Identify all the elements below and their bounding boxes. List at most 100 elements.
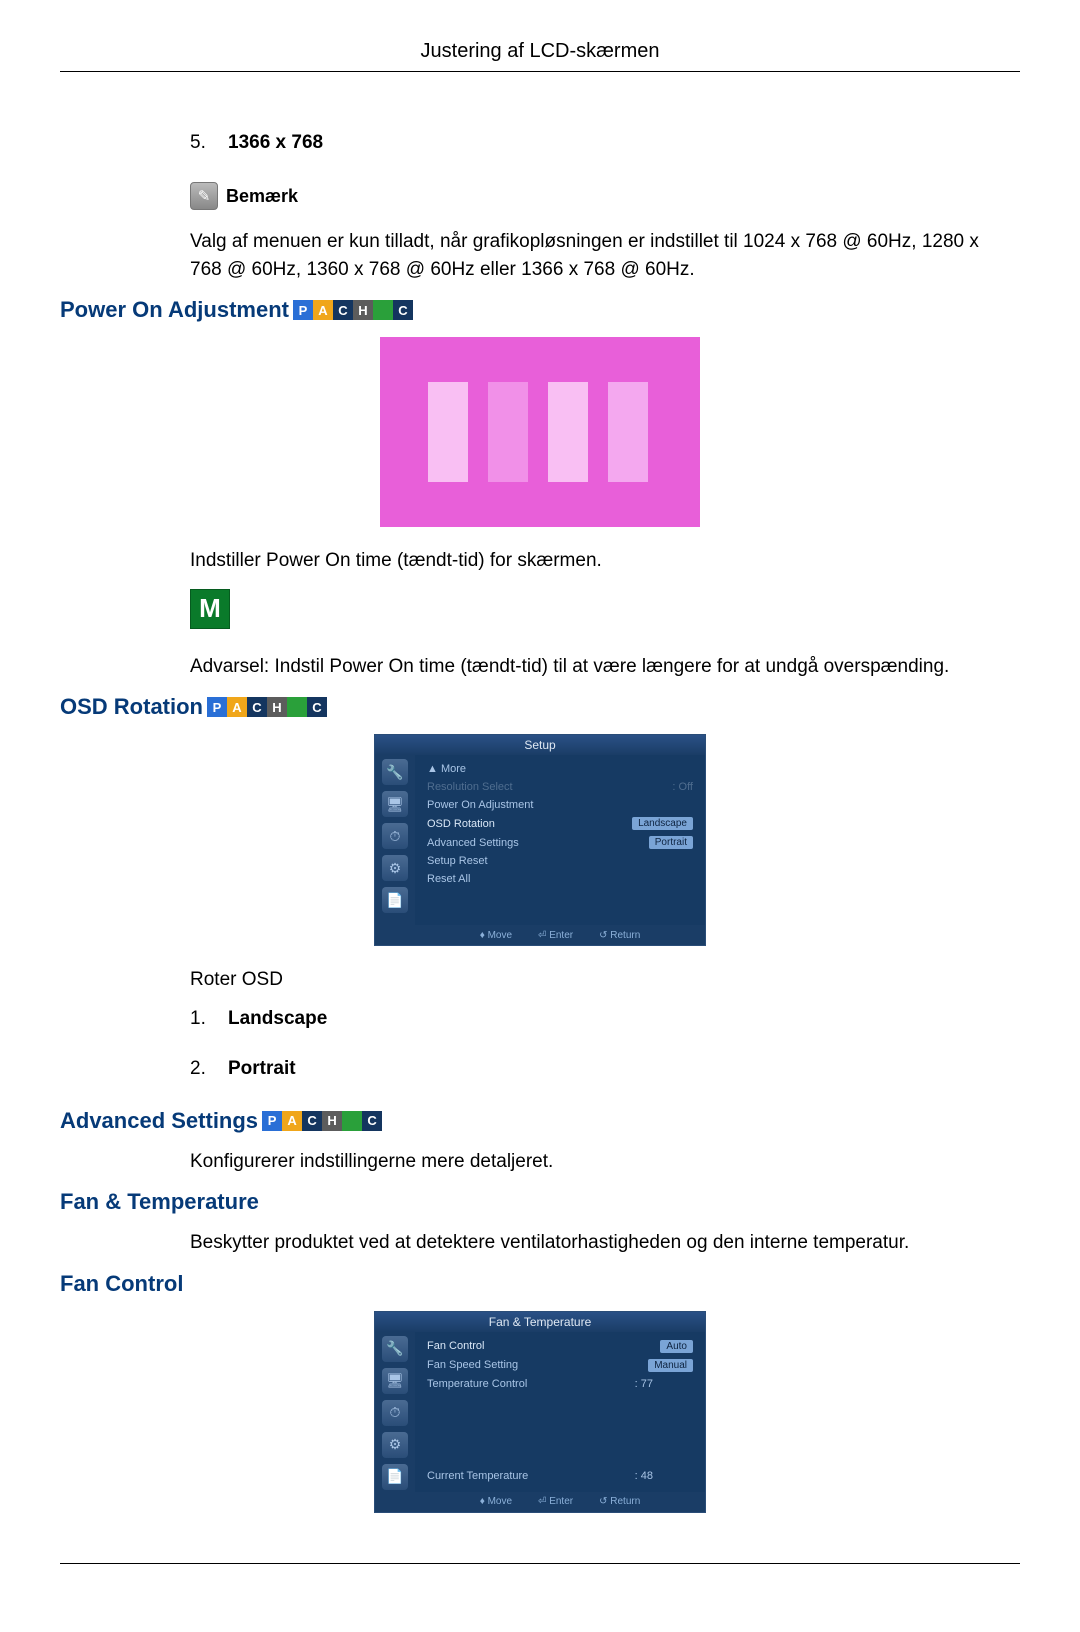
osd-row-label: Reset All bbox=[427, 873, 470, 885]
osd-row-label: Power On Adjustment bbox=[427, 799, 533, 811]
list-number: 1. bbox=[190, 1008, 210, 1030]
preview-bar bbox=[488, 382, 528, 482]
footer-rule bbox=[60, 1563, 1020, 1564]
preview-bar bbox=[548, 382, 588, 482]
osd-sidebar: 🔧🖥⏱⚙📄 bbox=[375, 1312, 415, 1512]
osd-footer: ♦ Move⏎ Enter↺ Return bbox=[415, 1492, 705, 1512]
osd-row-label: Fan Speed Setting bbox=[427, 1359, 518, 1371]
osd-sidebar-icon: 📄 bbox=[382, 887, 408, 913]
heading-text: OSD Rotation bbox=[60, 694, 203, 720]
mode-badge: P bbox=[207, 697, 227, 717]
osd-row-label: Resolution Select bbox=[427, 781, 513, 793]
list-number: 2. bbox=[190, 1058, 210, 1080]
list-number: 5. bbox=[190, 132, 210, 154]
heading-osd-rotation: OSD Rotation PACHC bbox=[60, 694, 1020, 720]
mode-badge: A bbox=[282, 1111, 302, 1131]
value: : 48 bbox=[635, 1470, 653, 1482]
osd-menu-row: OSD Rotation Landscape bbox=[427, 817, 693, 830]
heading-fan-temperature: Fan & Temperature bbox=[60, 1189, 1020, 1215]
preview-bar bbox=[608, 382, 648, 482]
list-label: Portrait bbox=[228, 1058, 296, 1080]
note-icon: ✎ bbox=[190, 182, 218, 210]
osd-row-label: Temperature Control bbox=[427, 1378, 527, 1390]
osd-row-badge: Auto bbox=[660, 1340, 693, 1353]
page-header: Justering af LCD-skærmen bbox=[60, 40, 1020, 72]
osd-sidebar: 🔧🖥⏱⚙📄 bbox=[375, 735, 415, 945]
power-on-preview bbox=[380, 337, 700, 527]
osd-menu-row: Reset All bbox=[427, 873, 693, 885]
osd-row-value: : Off bbox=[672, 781, 693, 793]
osd-row-label: ▲ More bbox=[427, 763, 466, 775]
osd-sidebar-icon: ⏱ bbox=[382, 1400, 408, 1426]
osd-footer-item: ♦ Move bbox=[480, 930, 512, 941]
list-label: 1366 x 768 bbox=[228, 132, 323, 154]
osd-menu-row: Fan Speed Setting Manual bbox=[427, 1359, 693, 1372]
osd-sidebar-icon: ⏱ bbox=[382, 823, 408, 849]
advanced-body: Konfigurerer indstillingerne mere detalj… bbox=[190, 1148, 1000, 1176]
fan-control-screenshot: Fan & Temperature 🔧🖥⏱⚙📄 Fan ControlAutoF… bbox=[374, 1311, 706, 1513]
note-row: ✎ Bemærk bbox=[190, 182, 1000, 210]
heading-text: Fan & Temperature bbox=[60, 1189, 259, 1215]
mode-badge: A bbox=[313, 300, 333, 320]
note-body: Valg af menuen er kun tilladt, når grafi… bbox=[190, 228, 1000, 283]
mode-strip: PACHC bbox=[293, 300, 413, 320]
mode-badge: C bbox=[247, 697, 267, 717]
mode-badge: P bbox=[262, 1111, 282, 1131]
osd-main: Fan Control Auto Fan Speed Setting Manual Te… bbox=[415, 1312, 705, 1512]
osd-row-label: OSD Rotation bbox=[427, 818, 495, 830]
osd-row-badge: Landscape bbox=[632, 817, 693, 830]
mode-badge: H bbox=[353, 300, 373, 320]
osd-sidebar-icon: ⚙ bbox=[382, 1432, 408, 1458]
heading-advanced-settings: Advanced Settings PACHC bbox=[60, 1108, 1020, 1134]
list-label: Landscape bbox=[228, 1008, 327, 1030]
osd-menu-row: Fan Control Auto bbox=[427, 1340, 693, 1353]
heading-text: Advanced Settings bbox=[60, 1108, 258, 1134]
osd-row-badge: Manual bbox=[648, 1359, 693, 1372]
osd-setup-screenshot: Setup 🔧🖥⏱⚙📄 ▲ MoreResolution Select: Off… bbox=[374, 734, 706, 946]
osd-footer-item: ↺ Return bbox=[599, 1496, 640, 1507]
label: Current Temperature bbox=[427, 1470, 528, 1482]
heading-fan-control: Fan Control bbox=[60, 1271, 1020, 1297]
note-label: Bemærk bbox=[226, 186, 298, 207]
mode-badge bbox=[373, 300, 393, 320]
mode-badge: P bbox=[293, 300, 313, 320]
list-item: 2. Portrait bbox=[190, 1058, 1000, 1080]
heading-power-on: Power On Adjustment PACHC bbox=[60, 297, 1020, 323]
osd-menu-row: Resolution Select : Off bbox=[427, 781, 693, 793]
osd-caption: Roter OSD bbox=[190, 966, 1000, 994]
preview-bar bbox=[428, 382, 468, 482]
osd-row-label: Setup Reset bbox=[427, 855, 488, 867]
mode-badge: C bbox=[393, 300, 413, 320]
osd-menu-row: ▲ More bbox=[427, 763, 693, 775]
osd-row-badge: Portrait bbox=[649, 836, 693, 849]
list-item-5: 5. 1366 x 768 bbox=[190, 132, 1000, 154]
osd-current-temp: Current Temperature : 48 bbox=[427, 1470, 693, 1482]
fan-temp-body: Beskytter produktet ved at detektere ven… bbox=[190, 1229, 1000, 1257]
mode-strip: PACHC bbox=[262, 1111, 382, 1131]
list-item: 1. Landscape bbox=[190, 1008, 1000, 1030]
power-on-warning: Advarsel: Indstil Power On time (tændt-t… bbox=[190, 653, 1000, 681]
osd-sidebar-icon: 🖥 bbox=[382, 1368, 408, 1394]
osd-footer-item: ⏎ Enter bbox=[538, 930, 573, 941]
mode-badge: H bbox=[267, 697, 287, 717]
osd-sidebar-icon: ⚙ bbox=[382, 855, 408, 881]
osd-sidebar-icon: 🔧 bbox=[382, 759, 408, 785]
mode-badge: A bbox=[227, 697, 247, 717]
mode-badge bbox=[342, 1111, 362, 1131]
osd-menu-row: Setup Reset bbox=[427, 855, 693, 867]
heading-text: Power On Adjustment bbox=[60, 297, 289, 323]
osd-footer-item: ↺ Return bbox=[599, 930, 640, 941]
osd-row-label: Fan Control bbox=[427, 1340, 484, 1352]
osd-main: ▲ More Resolution Select : Off Power On Adj… bbox=[415, 735, 705, 945]
osd-footer-item: ♦ Move bbox=[480, 1496, 512, 1507]
osd-sidebar-icon: 📄 bbox=[382, 1464, 408, 1490]
mode-badge: C bbox=[307, 697, 327, 717]
osd-menu-row: Temperature Control: 77 bbox=[427, 1378, 693, 1390]
mode-strip: PACHC bbox=[207, 697, 327, 717]
mode-badge: C bbox=[302, 1111, 322, 1131]
osd-menu-row: Advanced SettingsPortrait bbox=[427, 836, 693, 849]
power-on-caption: Indstiller Power On time (tændt-tid) for… bbox=[190, 547, 1000, 575]
mode-badge: C bbox=[362, 1111, 382, 1131]
mode-badge: C bbox=[333, 300, 353, 320]
osd-menu-row: Power On Adjustment bbox=[427, 799, 693, 811]
